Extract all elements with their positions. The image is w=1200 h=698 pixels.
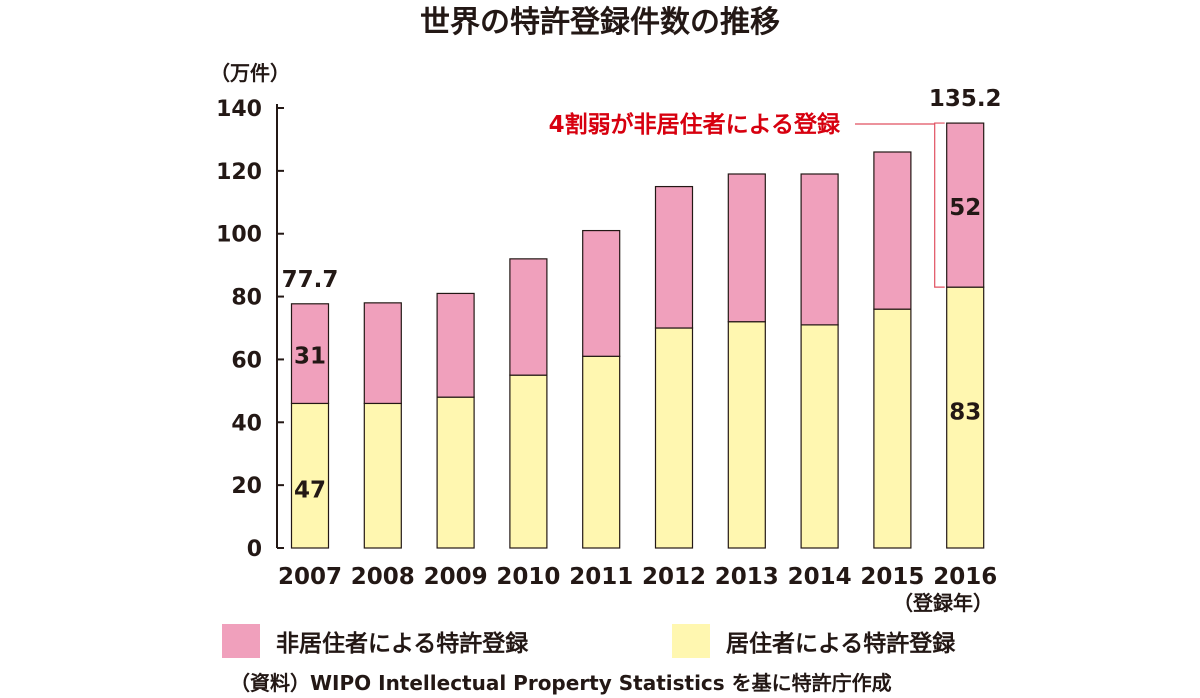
bar-nonresident — [510, 259, 547, 375]
bar-nonresident — [437, 293, 474, 397]
bar-resident — [801, 325, 838, 548]
y-tick-label: 80 — [231, 286, 262, 311]
x-tick-label: 2009 — [424, 564, 488, 590]
bar-resident — [728, 322, 765, 548]
x-tick-label: 2012 — [642, 564, 706, 590]
bar-resident — [583, 356, 620, 548]
bar-resident — [510, 375, 547, 548]
bar-nonresident — [728, 174, 765, 322]
bar-nonresident — [801, 174, 838, 325]
x-tick-label: 2011 — [569, 564, 633, 590]
y-tick-label: 0 — [247, 537, 262, 562]
y-axis-unit-label: （万件） — [210, 61, 290, 85]
chart-title: 世界の特許登録件数の推移 — [420, 5, 780, 40]
legend-swatch — [222, 624, 260, 658]
y-tick-label: 40 — [231, 411, 262, 436]
legend: 非居住者による特許登録 居住者による特許登録 — [222, 624, 956, 658]
bars-group: 47 31 77.7 83 52 135.2 — [282, 86, 1002, 548]
bar-nonresident — [583, 231, 620, 357]
legend-label: 非居住者による特許登録 — [276, 630, 529, 657]
bar-nonresident — [656, 187, 693, 328]
legend-swatch — [672, 624, 710, 658]
x-tick-label: 2015 — [860, 564, 924, 590]
bar-resident — [364, 403, 401, 548]
legend-label: 居住者による特許登録 — [726, 630, 956, 657]
x-tick-label: 2007 — [278, 564, 342, 590]
source-note: （資料）WIPO Intellectual Property Statistic… — [230, 671, 892, 695]
y-tick-label: 100 — [216, 223, 262, 248]
x-tick-label: 2014 — [788, 564, 852, 590]
bar-nonresident — [364, 303, 401, 404]
resident-value-label: 47 — [294, 478, 326, 504]
bar-resident — [437, 397, 474, 548]
x-axis-labels: 2007 2008 2009 2010 2011 2012 2013 2014 2015 2016 — [278, 564, 997, 590]
x-tick-label: 2010 — [496, 564, 560, 590]
x-tick-label: 2008 — [351, 564, 415, 590]
bar-resident — [656, 328, 693, 548]
x-tick-label: 2016 — [933, 564, 997, 590]
resident-value-label: 83 — [949, 400, 981, 426]
x-tick-label: 2013 — [715, 564, 779, 590]
nonresident-value-label: 31 — [294, 344, 326, 370]
total-value-label: 77.7 — [282, 267, 339, 293]
y-tick-label: 20 — [231, 474, 262, 499]
bar-resident — [874, 309, 911, 548]
y-tick-label: 120 — [216, 160, 262, 185]
y-axis-ticks: 0 20 40 60 80 100 120 140 — [216, 97, 284, 562]
bar-nonresident — [874, 152, 911, 309]
total-value-label: 135.2 — [929, 86, 1002, 112]
nonresident-value-label: 52 — [949, 195, 981, 221]
y-tick-label: 140 — [216, 97, 262, 122]
x-axis-unit-label: （登録年） — [893, 591, 993, 615]
annotation-text: 4割弱が非居住者による登録 — [549, 111, 841, 138]
annotation-bracket — [935, 123, 945, 287]
y-tick-label: 60 — [231, 348, 262, 373]
bar-resident — [292, 403, 329, 548]
